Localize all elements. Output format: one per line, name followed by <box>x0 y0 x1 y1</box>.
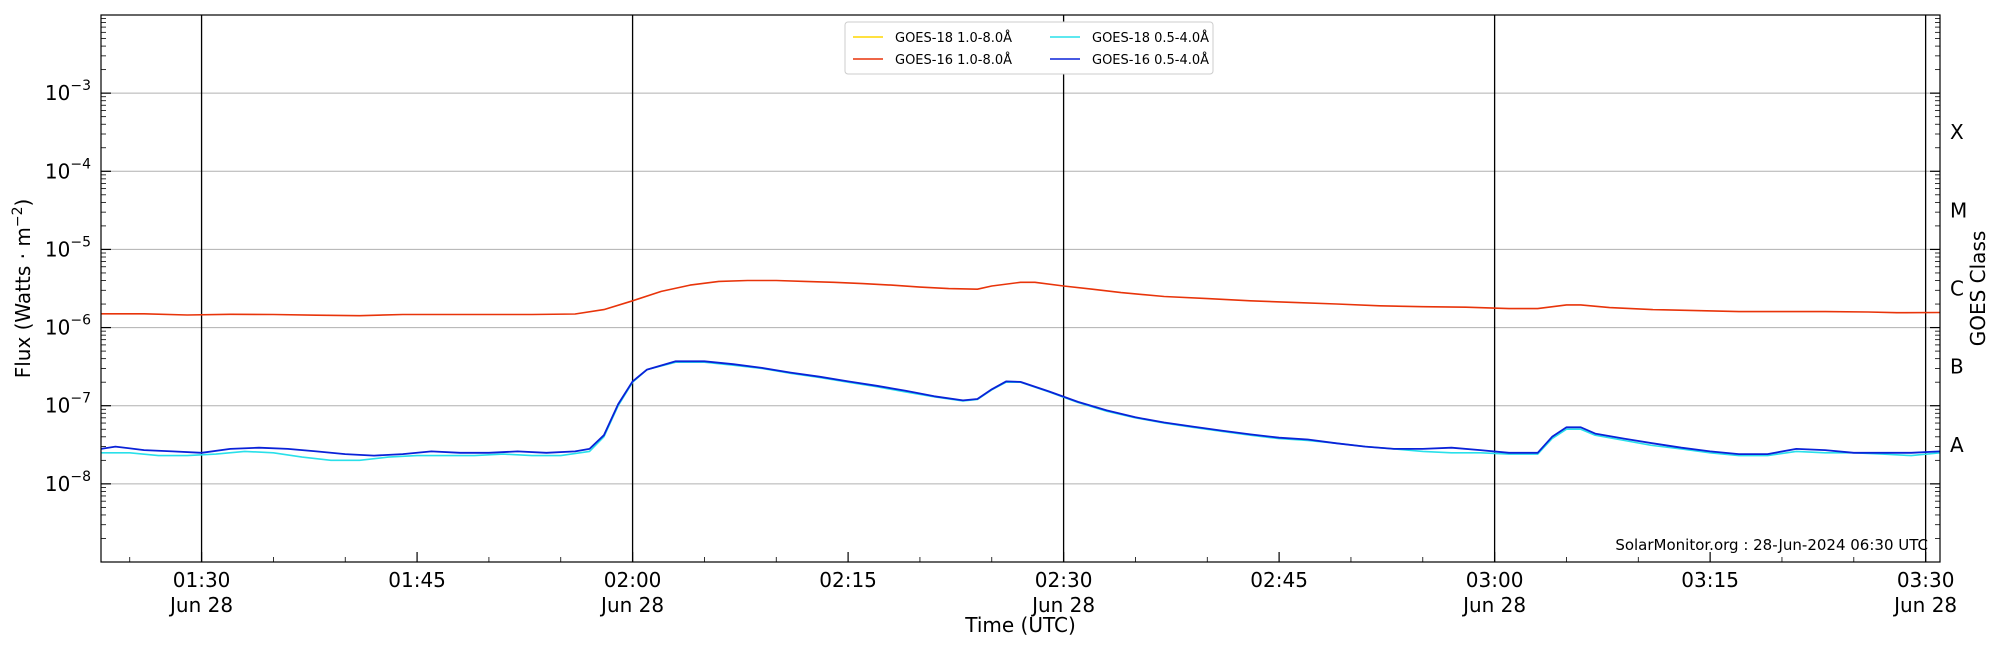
x-tick-date-0: Jun 28 <box>168 593 233 617</box>
vertical-marker-layer <box>200 15 1927 562</box>
plot-frame <box>100 14 1941 563</box>
y-axis-title: Flux (Watts · m−2) <box>10 199 35 379</box>
y-tick-label-3: 10−5 <box>45 234 91 261</box>
x-tick-label-2: 02:00 <box>604 568 662 592</box>
series-layer <box>100 279 1941 462</box>
y-tick-label-1: 10−7 <box>45 391 91 418</box>
x-tick-label-3: 02:15 <box>819 568 877 592</box>
y-axis-ticks: 10−810−710−610−510−410−3 <box>45 18 1940 539</box>
legend-label-2: GOES-18 0.5-4.0Å <box>1092 30 1209 46</box>
y-tick-label-0: 10−8 <box>45 469 91 496</box>
legend-label-0: GOES-18 1.0-8.0Å <box>895 30 1012 46</box>
goes-class-axis-title: GOES Class <box>1966 231 1990 347</box>
y-tick-label-4: 10−4 <box>45 156 91 183</box>
y-tick-base-5: 10 <box>45 81 70 105</box>
x-axis-title: Time (UTC) <box>964 613 1076 637</box>
y-tick-base-4: 10 <box>45 159 70 183</box>
legend-label-1: GOES-16 1.0-8.0Å <box>895 52 1012 68</box>
y-tick-exponent-1: −7 <box>70 391 91 407</box>
y-tick-exponent-3: −5 <box>70 234 91 250</box>
x-tick-date-8: Jun 28 <box>1892 593 1957 617</box>
x-tick-date-2: Jun 28 <box>599 593 664 617</box>
x-tick-date-4: Jun 28 <box>1030 593 1095 617</box>
series-line-3 <box>100 360 1941 457</box>
y-tick-label-5: 10−3 <box>45 78 91 105</box>
y-axis-title-main: Flux (Watts · m <box>11 227 35 378</box>
legend: GOES-18 1.0-8.0Å GOES-16 1.0-8.0Å GOES-18 … <box>844 21 1214 75</box>
x-tick-label-8: 03:30 <box>1897 568 1955 592</box>
y-tick-exponent-2: −6 <box>70 313 91 329</box>
y-tick-exponent-0: −8 <box>70 469 91 485</box>
grid-layer <box>101 92 1940 485</box>
x-tick-label-5: 02:45 <box>1250 568 1308 592</box>
y-axis-title-close: ) <box>11 199 35 207</box>
x-tick-label-7: 03:15 <box>1681 568 1739 592</box>
y-tick-exponent-5: −3 <box>70 78 91 94</box>
legend-items: GOES-18 1.0-8.0Å GOES-16 1.0-8.0Å GOES-18 … <box>853 30 1209 68</box>
y-axis-title-exponent: −2 <box>10 207 26 228</box>
y-tick-base-0: 10 <box>45 472 70 496</box>
legend-box <box>844 21 1214 75</box>
y-tick-base-1: 10 <box>45 394 70 418</box>
goes-class-label-m: M <box>1950 198 1967 222</box>
x-tick-label-6: 03:00 <box>1466 568 1524 592</box>
x-tick-label-0: 01:30 <box>173 568 231 592</box>
y-tick-label-2: 10−6 <box>45 313 91 340</box>
legend-label-3: GOES-16 0.5-4.0Å <box>1092 52 1209 68</box>
goes-class-axis: A B C M X <box>1950 120 1967 457</box>
x-tick-label-4: 02:30 <box>1035 568 1093 592</box>
x-tick-date-6: Jun 28 <box>1461 593 1526 617</box>
goes-class-label-b: B <box>1950 355 1964 379</box>
y-tick-base-2: 10 <box>45 316 70 340</box>
y-tick-base-3: 10 <box>45 237 70 261</box>
source-annotation: SolarMonitor.org : 28-Jun-2024 06:30 UTC <box>1615 536 1928 554</box>
goes-class-label-c: C <box>1950 277 1964 301</box>
goes-class-label-x: X <box>1950 120 1964 144</box>
series-line-1 <box>101 279 1941 317</box>
y-tick-exponent-4: −4 <box>70 156 91 172</box>
goes-class-label-a: A <box>1950 433 1964 457</box>
x-tick-label-1: 01:45 <box>388 568 446 592</box>
